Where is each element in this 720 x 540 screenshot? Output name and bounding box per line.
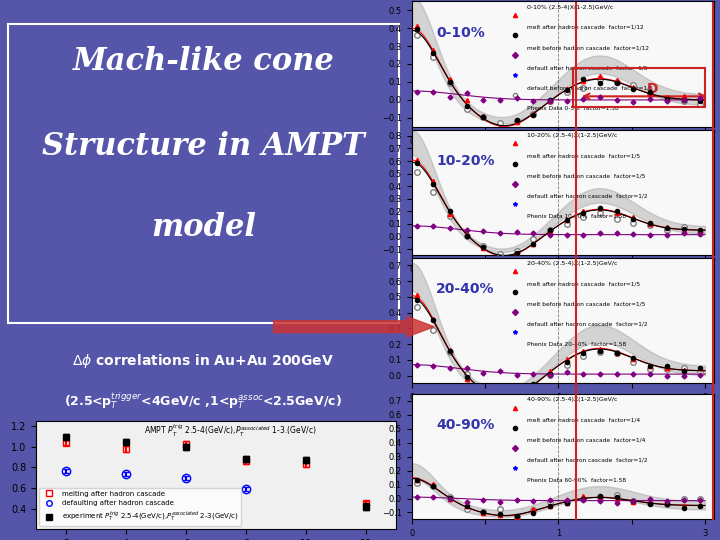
Text: Phenix Data 10-20%  factor=1.58: Phenix Data 10-20% factor=1.58 bbox=[527, 214, 626, 219]
Text: (2.5<p$_T^{trigger}$<4GeV/c ,1<p$_T^{assoc}$<2.5GeV/c): (2.5<p$_T^{trigger}$<4GeV/c ,1<p$_T^{ass… bbox=[65, 390, 342, 411]
Text: Mach-like cone: Mach-like cone bbox=[73, 46, 334, 77]
Text: D: D bbox=[647, 82, 658, 96]
Text: Phenix Data 0-5%  factor=1.58: Phenix Data 0-5% factor=1.58 bbox=[527, 105, 618, 111]
Text: melt before hadron cascade  factor=1/4: melt before hadron cascade factor=1/4 bbox=[527, 438, 645, 443]
Text: 0-10%: 0-10% bbox=[436, 25, 485, 39]
Text: 20-40%: 20-40% bbox=[436, 282, 495, 296]
Bar bbox=[573, 68, 705, 107]
Text: 10-20% (2.5-4)X(1-2.5)GeV/c: 10-20% (2.5-4)X(1-2.5)GeV/c bbox=[527, 133, 617, 138]
Text: 0-10% (2.5-4)X(1-2.5)GeV/c: 0-10% (2.5-4)X(1-2.5)GeV/c bbox=[527, 5, 613, 10]
Text: model: model bbox=[151, 212, 256, 244]
Text: default after hadron cascade  factor=1/2: default after hadron cascade factor=1/2 bbox=[527, 458, 647, 463]
Legend: melting after hadron cascade, defaulting after hadron cascade, experiment $P_T^{: melting after hadron cascade, defaulting… bbox=[40, 488, 241, 526]
Text: melt before hadron cascade  factor=1/5: melt before hadron cascade factor=1/5 bbox=[527, 174, 645, 179]
Text: $\Delta\phi$ correlations in Au+Au 200GeV: $\Delta\phi$ correlations in Au+Au 200Ge… bbox=[73, 352, 334, 369]
Text: melt before hadron cascade  factor=1/5: melt before hadron cascade factor=1/5 bbox=[527, 302, 645, 307]
Text: default before hadron cascade  factor=1/5: default before hadron cascade factor=1/5 bbox=[527, 85, 652, 90]
Text: 10-20%: 10-20% bbox=[436, 154, 495, 168]
Text: 20-40% (2.5-4)X(1-2.5)GeV/c: 20-40% (2.5-4)X(1-2.5)GeV/c bbox=[527, 261, 617, 266]
Text: AMPT $P_T^{trig}$ 2.5-4(GeV/c),$P_T^{associated}$ 1-3.(GeV/c): AMPT $P_T^{trig}$ 2.5-4(GeV/c),$P_T^{ass… bbox=[144, 422, 317, 438]
Text: default after hadron cascade  factor=1/2: default after hadron cascade factor=1/2 bbox=[527, 194, 647, 199]
Text: melt after hadron cascade  factor=1/5: melt after hadron cascade factor=1/5 bbox=[527, 281, 640, 287]
Text: 40-90% (2.5-4)X(1-2.5)GeV/c: 40-90% (2.5-4)X(1-2.5)GeV/c bbox=[527, 397, 617, 402]
Text: melt after hadron cascade  factor=1/12: melt after hadron cascade factor=1/12 bbox=[527, 25, 644, 30]
Text: Phenix Data 20-40%  factor=1.58: Phenix Data 20-40% factor=1.58 bbox=[527, 342, 626, 347]
Text: Structure in AMPT: Structure in AMPT bbox=[42, 131, 365, 162]
Text: melt after hadron cascade  factor=1/4: melt after hadron cascade factor=1/4 bbox=[527, 417, 640, 423]
Text: Phenix Data 60-90%  factor=1.58: Phenix Data 60-90% factor=1.58 bbox=[527, 478, 626, 483]
Text: default after hadron cascade  factor=1/5: default after hadron cascade factor=1/5 bbox=[527, 65, 647, 70]
Text: 40-90%: 40-90% bbox=[436, 418, 495, 432]
Text: melt after hadron cascade  factor=1/5: melt after hadron cascade factor=1/5 bbox=[527, 153, 640, 159]
Text: melt before hadron cascade  factor=1/12: melt before hadron cascade factor=1/12 bbox=[527, 45, 649, 50]
Text: default after hadron cascade  factor=1/2: default after hadron cascade factor=1/2 bbox=[527, 322, 647, 327]
